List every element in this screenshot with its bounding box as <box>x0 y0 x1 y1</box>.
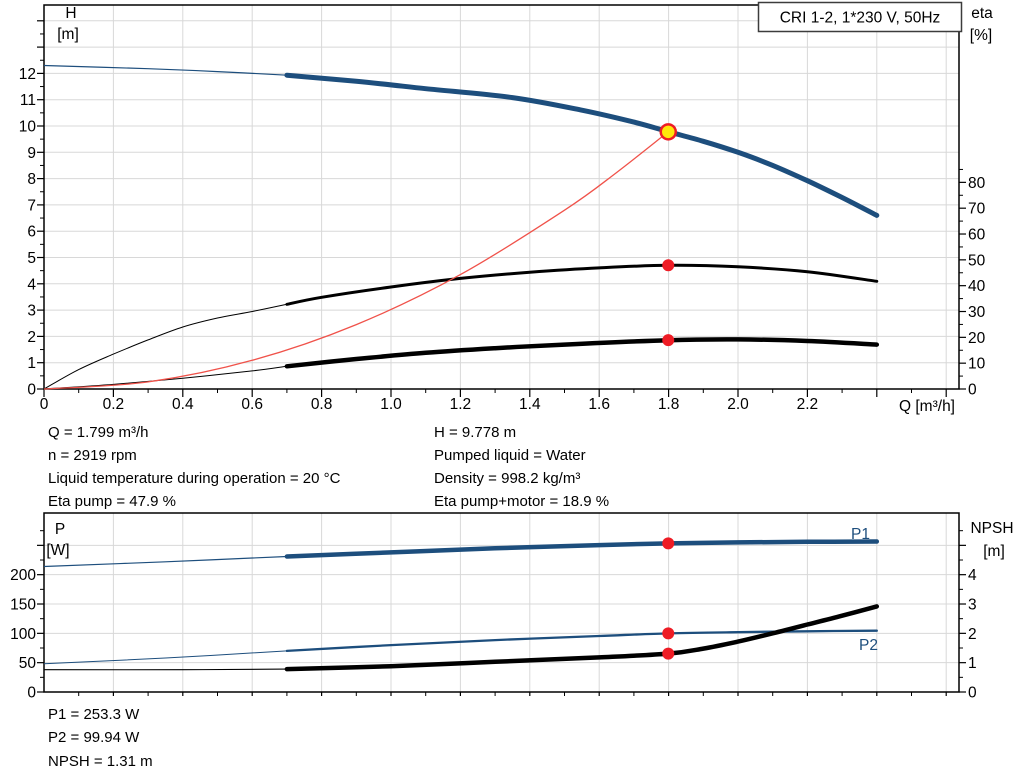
p-axis-unit: [W] <box>46 542 69 559</box>
axis-ticks: 0 0.2 0.4 0.6 0.8 1.0 1.2 1.4 1.6 1.8 2.0 2.2012345… <box>19 20 986 413</box>
tick-label: 70 <box>968 201 986 218</box>
p2-curve-label: P2 <box>859 637 878 654</box>
tick-label: 4 <box>27 276 36 293</box>
info-density: Density = 998.2 kg/m³ <box>434 470 581 487</box>
operating-dot <box>662 334 675 347</box>
operating-dot <box>662 647 675 660</box>
eta-pump-motor-curve-thin <box>43 365 287 390</box>
power-npsh-chart: 0 50 100 150 200 0 1 2 3 4 <box>10 512 977 702</box>
tick-label: 2 <box>968 626 977 643</box>
npsh-axis-unit: [m] <box>983 543 1005 560</box>
pump-legend-box: CRI 1-2, 1*230 V, 50Hz <box>757 1 963 33</box>
plot-frame <box>43 512 960 693</box>
tick-label: 100 <box>10 626 36 643</box>
p-axis-title: P <box>55 521 65 538</box>
tick-label: 5 <box>27 250 36 267</box>
p1-curve-label: P1 <box>851 526 870 543</box>
tick-label: 9 <box>27 145 36 162</box>
info-liquid: Pumped liquid = Water <box>434 447 586 464</box>
eta-axis-title: eta <box>971 5 993 22</box>
qh-curve <box>284 72 880 218</box>
info-p2: P2 = 99.94 W <box>48 729 140 746</box>
eta-pump-curve <box>285 263 879 306</box>
info-p1: P1 = 253.3 W <box>48 706 140 723</box>
tick-label: 50 <box>19 655 37 672</box>
npsh-curve-thin <box>43 668 287 671</box>
tick-label: 1.8 <box>658 396 680 413</box>
tick-label: 0 <box>27 382 36 399</box>
tick-label: 150 <box>10 597 36 614</box>
h-axis-title: H <box>65 5 76 22</box>
gridlines <box>44 5 959 389</box>
tick-label: 1 <box>968 655 977 672</box>
tick-label: 1.2 <box>450 396 472 413</box>
info-temperature: Liquid temperature during operation = 20… <box>48 470 341 487</box>
tick-label: 200 <box>10 567 36 584</box>
tick-label: 3 <box>968 597 977 614</box>
eta-pump-curve-thin <box>43 303 288 390</box>
tick-label: 60 <box>968 227 986 244</box>
eta-axis-unit: [%] <box>970 27 992 44</box>
tick-label: 4 <box>968 567 977 584</box>
tick-label: 0 <box>968 685 977 702</box>
tick-label: 0 <box>27 685 36 702</box>
tick-label: 11 <box>20 92 36 109</box>
tick-label: 2.0 <box>727 396 749 413</box>
info-eta-pump: Eta pump = 47.9 % <box>48 493 176 510</box>
p2-curve-thin <box>43 650 287 665</box>
tick-label: 0 <box>40 396 49 413</box>
plot-frame <box>43 4 960 390</box>
info-head: H = 9.778 m <box>434 424 517 441</box>
p2-curve <box>285 629 878 653</box>
q-axis-title: Q [m³/h] <box>899 398 955 415</box>
tick-label: 0.8 <box>311 396 333 413</box>
qh-eta-chart: 0 0.2 0.4 0.6 0.8 1.0 1.2 1.4 1.6 1.8 2.0 2.2012345… <box>19 4 986 413</box>
operating-dot <box>662 537 675 550</box>
tick-label: 1 <box>27 355 36 372</box>
info-speed: n = 2919 rpm <box>48 447 137 464</box>
tick-label: 10 <box>19 119 37 136</box>
eta-pump-motor-curve <box>284 337 880 369</box>
tick-label: 0.4 <box>172 396 194 413</box>
tick-label: 7 <box>27 197 36 214</box>
tick-label: 20 <box>968 330 986 347</box>
tick-label: 6 <box>27 224 36 241</box>
legend-frame <box>757 1 963 33</box>
tick-label: 0.6 <box>241 396 263 413</box>
tick-label: 40 <box>968 278 986 295</box>
tick-label: 1.4 <box>519 396 541 413</box>
h-axis-unit: [m] <box>57 26 79 43</box>
qh-curve-thin <box>43 64 287 76</box>
tick-label: 3 <box>27 303 36 320</box>
tick-label: 1.0 <box>380 396 402 413</box>
pump-name-label: CRI 1-2, 1*230 V, 50Hz <box>780 10 941 27</box>
tick-label: 50 <box>968 252 986 269</box>
p1-curve <box>284 539 880 559</box>
system-curve <box>43 131 669 390</box>
axis-ticks: 0 50 100 150 200 0 1 2 3 4 <box>10 530 977 702</box>
info-npsh: NPSH = 1.31 m <box>48 753 153 770</box>
duty-point-marker <box>659 123 678 141</box>
p1-curve-thin <box>43 555 287 568</box>
tick-label: 30 <box>968 304 986 321</box>
operating-dot <box>662 259 675 272</box>
gridlines <box>44 513 959 692</box>
tick-label: 0.2 <box>103 396 125 413</box>
tick-label: 8 <box>27 171 36 188</box>
tick-label: 1.6 <box>588 396 610 413</box>
tick-label: 2.2 <box>797 396 819 413</box>
tick-label: 80 <box>968 175 986 192</box>
tick-label: 12 <box>19 66 36 83</box>
info-eta-total: Eta pump+motor = 18.9 % <box>434 493 610 510</box>
tick-label: 0 <box>968 382 977 399</box>
npsh-curve <box>284 604 880 672</box>
operating-dot <box>662 627 675 640</box>
info-flow: Q = 1.799 m³/h <box>48 424 149 441</box>
tick-label: 10 <box>968 356 986 373</box>
tick-label: 2 <box>27 329 36 346</box>
npsh-axis-title: NPSH <box>970 520 1013 537</box>
